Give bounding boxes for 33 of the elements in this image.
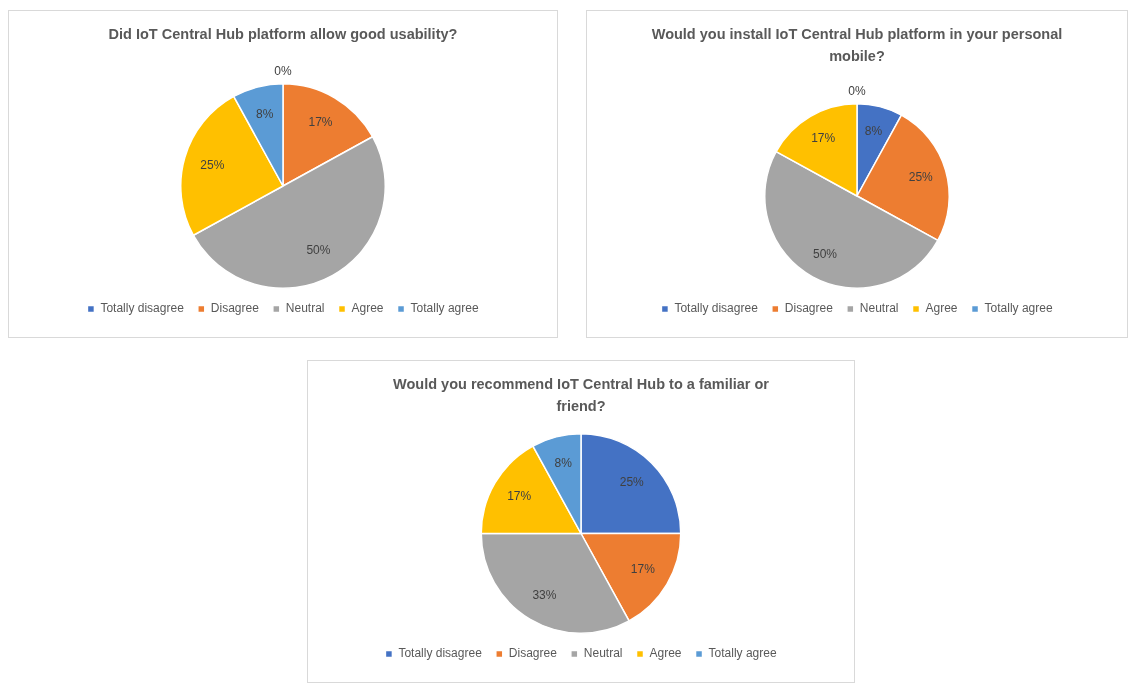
legend-label: Totally agree xyxy=(708,646,777,661)
data-label: 25% xyxy=(200,157,225,172)
chart-title: Did IoT Central Hub platform allow good usability? xyxy=(107,25,459,44)
data-label: 17% xyxy=(630,562,656,577)
legend-label: Disagree xyxy=(210,301,260,316)
chart-title: Would you install IoT Central Hub platform in your personal mobile? xyxy=(650,25,1064,66)
text: 0% xyxy=(274,64,292,79)
data-label: 17% xyxy=(308,114,333,129)
legend-label: Disagree xyxy=(784,301,834,316)
legend-label: Neutral xyxy=(859,301,899,316)
legend-label: Totally disagree xyxy=(398,646,483,661)
data-label: 25% xyxy=(908,169,934,184)
legend-label: Agree xyxy=(649,646,682,661)
data-label: 17% xyxy=(811,131,836,146)
legend-label: Totally disagree xyxy=(674,301,759,316)
legend-label: Totally agree xyxy=(410,301,479,316)
legend-label: Totally disagree xyxy=(100,301,185,316)
data-label: 17% xyxy=(507,489,532,504)
data-label: 33% xyxy=(532,587,557,602)
text: 0% xyxy=(848,84,866,99)
data-label: 8% xyxy=(554,456,573,471)
legend-label: Agree xyxy=(925,301,958,316)
data-label: 8% xyxy=(864,123,883,138)
legend-label: Disagree xyxy=(508,646,558,661)
data-label: 50% xyxy=(812,246,838,261)
legend-label: Agree xyxy=(351,301,384,316)
legend-label: Totally agree xyxy=(984,301,1053,316)
data-label: 50% xyxy=(306,242,331,257)
data-label: 25% xyxy=(619,475,645,490)
data-label: 8% xyxy=(256,107,274,122)
chart-title: Would you recommend IoT Central Hub to a familiar or friend? xyxy=(392,375,770,416)
legend-label: Neutral xyxy=(583,646,623,661)
legend-label: Neutral xyxy=(285,301,325,316)
